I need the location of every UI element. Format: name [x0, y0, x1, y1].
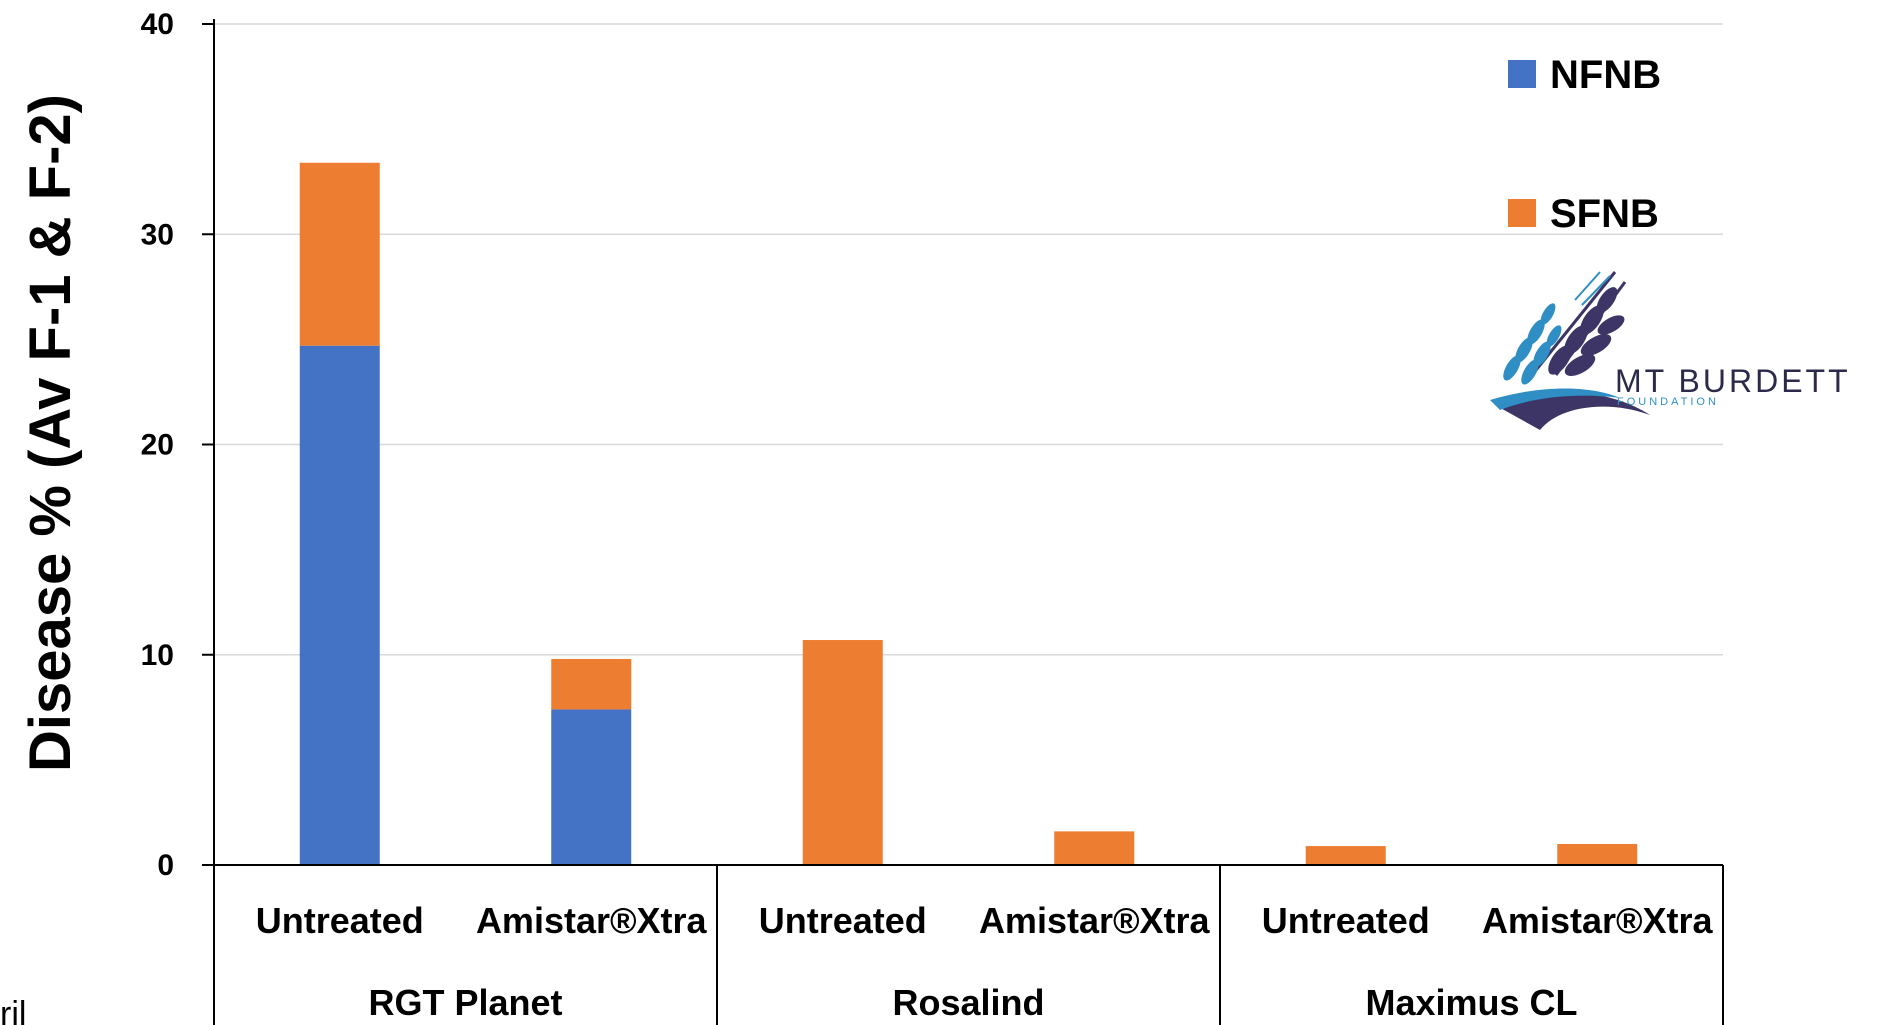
legend-label-nfnb: NFNB [1550, 53, 1661, 97]
y-tick-label: 0 [157, 849, 174, 882]
y-axis-label: Disease % (Av F-1 & F-2) [18, 94, 83, 772]
legend-swatch-nfnb [1508, 60, 1536, 88]
bar-sfnb-0 [299, 162, 380, 346]
bar-sfnb-5 [1557, 843, 1638, 865]
logo-title: MT BURDETT [1615, 363, 1851, 399]
axes [202, 19, 1724, 1025]
legend-backdrop [1472, 60, 1500, 88]
bar-nfnb-1 [551, 709, 632, 865]
bar-sfnb-2 [802, 640, 883, 865]
legend: NFNB SFNB [1472, 53, 1661, 236]
y-tick-labels: 0 10 20 30 40 [141, 8, 174, 882]
x-category-label: Untreated [759, 900, 927, 941]
x-category-label: Untreated [256, 900, 424, 941]
y-tick-label: 40 [141, 8, 174, 41]
x-category-label: Untreated [1262, 900, 1430, 941]
legend-backdrop [1472, 199, 1500, 227]
y-tick-label: 10 [141, 639, 174, 672]
x-category-label: Amistar®Xtra [979, 900, 1211, 941]
x-category-label: Amistar®Xtra [1482, 900, 1714, 941]
x-group-label: RGT Planet [368, 982, 562, 1023]
bar-sfnb-1 [551, 658, 632, 710]
gridlines [214, 23, 1723, 656]
x-category-label: Amistar®Xtra [476, 900, 708, 941]
x-category-labels: Untreated Amistar®Xtra Untreated Amistar®Xt… [256, 900, 1714, 1023]
bar-sfnb-4 [1305, 846, 1386, 865]
x-group-label: Maximus CL [1365, 982, 1577, 1023]
mt-burdett-logo: MT BURDETT FOUNDATION [1490, 271, 1851, 430]
stray-text: ril [0, 995, 26, 1025]
x-group-label: Rosalind [892, 982, 1044, 1023]
legend-swatch-sfnb [1508, 199, 1536, 227]
bars [299, 162, 1638, 865]
wheat-icon [1490, 271, 1650, 430]
bar-nfnb-0 [299, 345, 380, 865]
legend-label-sfnb: SFNB [1550, 192, 1659, 236]
y-tick-label: 30 [141, 218, 174, 251]
logo-subtitle: FOUNDATION [1617, 396, 1719, 408]
y-tick-label: 20 [141, 429, 174, 462]
bar-sfnb-3 [1054, 831, 1135, 865]
